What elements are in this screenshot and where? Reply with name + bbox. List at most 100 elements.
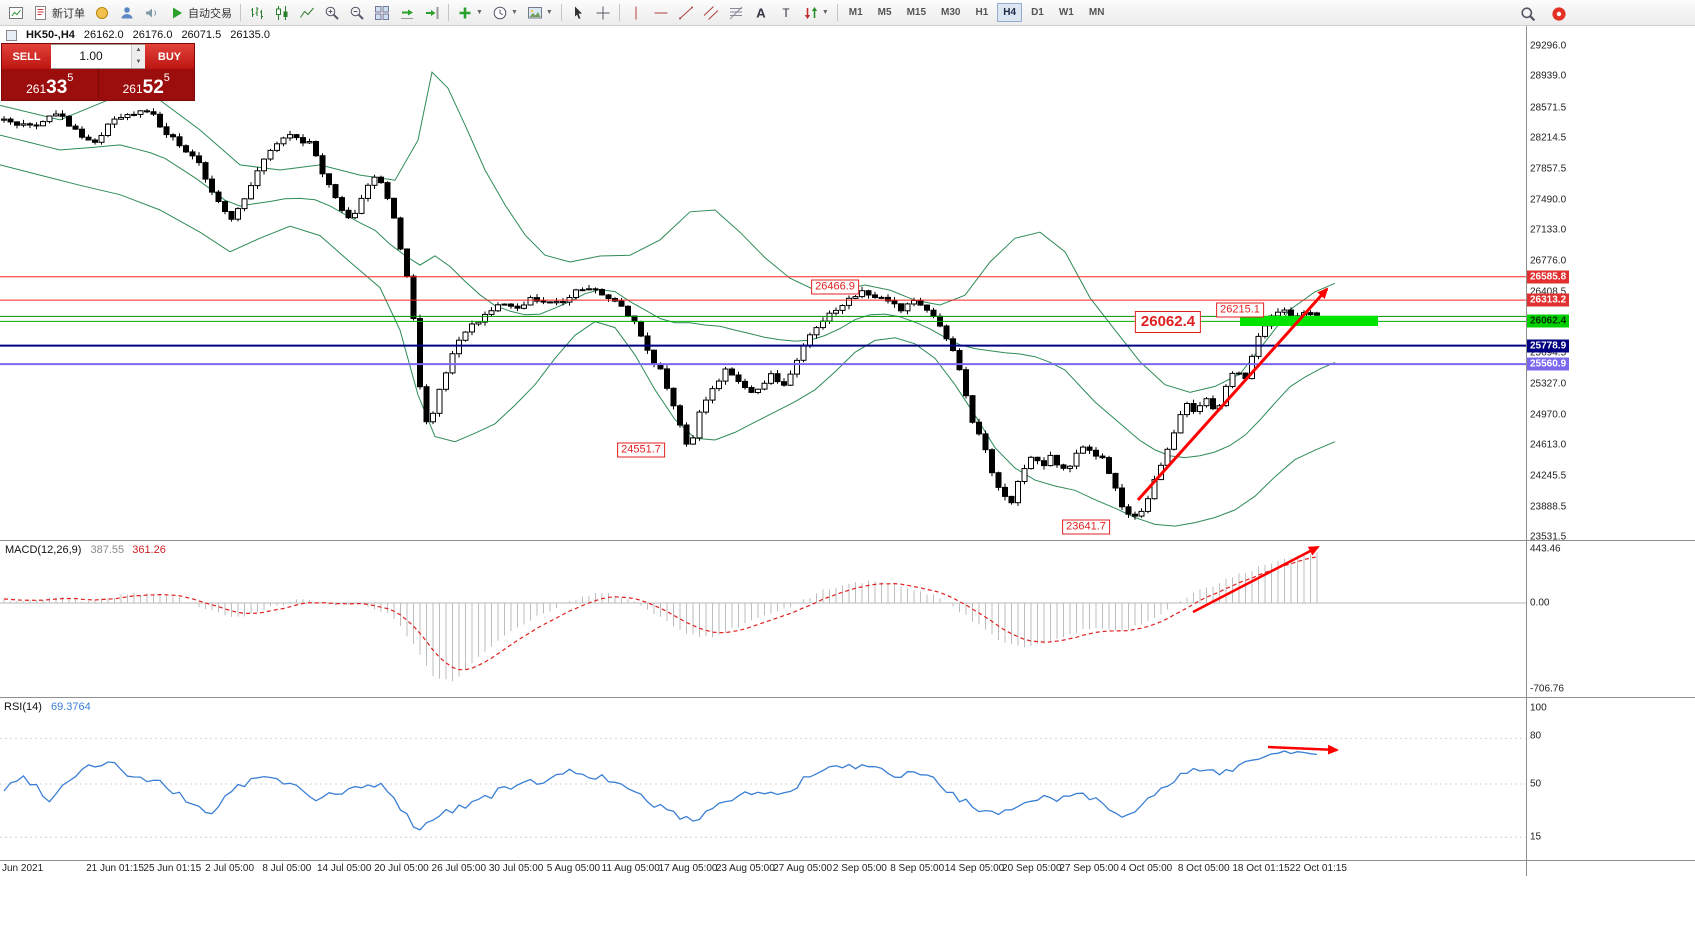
timeframe-h1[interactable]: H1 bbox=[975, 7, 989, 18]
sell-price[interactable]: 261 33 5 bbox=[26, 72, 74, 98]
autotrading-button[interactable]: 自动交易 bbox=[165, 1, 236, 25]
price-tick-label: 28214.5 bbox=[1530, 132, 1567, 144]
indicators-button[interactable]: ▼ bbox=[453, 1, 487, 25]
timeframe-m30[interactable]: M30 bbox=[941, 7, 961, 18]
periods-button[interactable]: ▼ bbox=[488, 1, 522, 25]
time-tick-label: 11 Aug 05:00 bbox=[601, 863, 660, 874]
chart-type-button[interactable] bbox=[4, 1, 28, 25]
timeframe-m1[interactable]: M1 bbox=[848, 7, 863, 18]
timeframe-mn[interactable]: MN bbox=[1088, 7, 1105, 18]
label-button[interactable]: T bbox=[774, 1, 798, 25]
price-callout-label[interactable]: 23641.7 bbox=[1062, 519, 1110, 535]
new-order-button-label: 新订单 bbox=[52, 7, 85, 20]
horizontal-line-button[interactable] bbox=[649, 1, 673, 25]
buy-price[interactable]: 261 52 5 bbox=[97, 69, 195, 100]
trendline-button[interactable] bbox=[674, 1, 698, 25]
person-icon bbox=[119, 5, 135, 21]
zoom-in-button[interactable] bbox=[320, 1, 344, 25]
autotrading-button-label: 自动交易 bbox=[188, 7, 232, 20]
trend-arrow-rsi[interactable] bbox=[1267, 744, 1339, 755]
bollinger-upper-line bbox=[0, 71, 1336, 393]
macd-title: MACD(12,26,9) bbox=[5, 544, 82, 556]
time-tick-label: 22 Oct 01:15 bbox=[1289, 863, 1347, 874]
support-highlight-zone[interactable] bbox=[1240, 315, 1378, 326]
panel-splitter[interactable] bbox=[0, 697, 1695, 698]
time-tick-label: 8 Jul 05:00 bbox=[262, 863, 312, 874]
search-button[interactable] bbox=[1516, 2, 1540, 26]
channel-button[interactable] bbox=[699, 1, 723, 25]
volume-increase-button[interactable]: ▲ bbox=[132, 45, 145, 57]
news-button[interactable] bbox=[140, 1, 164, 25]
cursor-button[interactable] bbox=[566, 1, 590, 25]
price-tick-label: 26408.5 bbox=[1530, 286, 1567, 298]
bollinger-lower-line bbox=[0, 164, 1336, 527]
speaker-icon bbox=[144, 5, 160, 21]
candle-chart-button[interactable] bbox=[270, 1, 294, 25]
new-order-button[interactable]: 新订单 bbox=[29, 1, 89, 25]
price-tick-label: 27490.0 bbox=[1530, 194, 1567, 206]
zoom-out-button[interactable] bbox=[345, 1, 369, 25]
sell-button[interactable]: SELL bbox=[2, 44, 51, 69]
time-tick-label: 23 Aug 05:00 bbox=[715, 863, 775, 874]
price-badge: 25778.9 bbox=[1527, 339, 1570, 353]
timeframe-m15[interactable]: M15 bbox=[906, 7, 927, 18]
templates-button[interactable]: ▼ bbox=[523, 1, 557, 25]
auto-scroll-button[interactable] bbox=[395, 1, 419, 25]
price-callout-label[interactable]: 26062.4 bbox=[1134, 311, 1202, 333]
expert-advisor-button[interactable] bbox=[90, 1, 114, 25]
plus-icon bbox=[457, 5, 473, 21]
timeframe-w1[interactable]: W1 bbox=[1058, 7, 1074, 18]
panel-splitter[interactable] bbox=[0, 540, 1695, 541]
chart-shift-button[interactable] bbox=[420, 1, 444, 25]
timeframe-d1[interactable]: D1 bbox=[1031, 7, 1044, 18]
time-tick-label: 30 Jul 05:00 bbox=[488, 863, 544, 874]
zoom-in-icon bbox=[324, 5, 340, 21]
toolbar-separator bbox=[560, 4, 562, 21]
line-chart-button[interactable] bbox=[295, 1, 319, 25]
timeframe-m5[interactable]: M5 bbox=[877, 7, 892, 18]
alerts-indicator[interactable] bbox=[1547, 2, 1571, 26]
buy-button[interactable]: BUY bbox=[145, 44, 194, 69]
price-badge: 26062.4 bbox=[1527, 314, 1570, 328]
trend-arrow-macd[interactable] bbox=[1192, 545, 1320, 614]
toolbar-separator bbox=[836, 4, 838, 21]
contacts-button[interactable] bbox=[115, 1, 139, 25]
time-tick-label: Jun 2021 bbox=[2, 863, 44, 874]
time-tick-label: 4 Oct 05:00 bbox=[1120, 863, 1173, 874]
volume-stepper[interactable]: 1.00 ▲ ▼ bbox=[51, 44, 145, 69]
dropdown-arrow-icon: ▼ bbox=[476, 9, 483, 16]
chart-symbol-icon bbox=[6, 29, 17, 41]
arrows-button[interactable]: ▼ bbox=[799, 1, 833, 25]
trend-arrow-main[interactable] bbox=[1136, 287, 1329, 502]
trendline-icon bbox=[678, 5, 694, 21]
label-icon: T bbox=[778, 5, 794, 21]
bar-chart-button[interactable] bbox=[245, 1, 269, 25]
price-callout-label[interactable]: 24551.7 bbox=[617, 442, 665, 458]
chart-shift-icon bbox=[424, 5, 440, 21]
text-button[interactable]: A bbox=[749, 1, 773, 25]
crosshair-button[interactable] bbox=[591, 1, 615, 25]
magnifier-icon bbox=[1520, 6, 1536, 22]
rsi-indicator-label: RSI(14) 69.3764 bbox=[4, 701, 91, 713]
fibonacci-button[interactable] bbox=[724, 1, 748, 25]
tile-windows-button[interactable] bbox=[370, 1, 394, 25]
volume-decrease-button[interactable]: ▼ bbox=[132, 56, 145, 68]
fibonacci-icon bbox=[728, 5, 744, 21]
macd-axis-label: 443.46 bbox=[1530, 543, 1561, 555]
toolbar-right-group bbox=[1516, 2, 1571, 26]
macd-panel bbox=[0, 552, 1526, 682]
macd-value: 387.55 bbox=[90, 544, 125, 556]
play-icon bbox=[169, 5, 185, 21]
vertical-line-button[interactable] bbox=[624, 1, 648, 25]
rsi-title: RSI(14) bbox=[4, 701, 42, 713]
crosshair-icon bbox=[595, 5, 611, 21]
time-tick-label: 2 Jul 05:00 bbox=[205, 863, 255, 874]
svg-text:A: A bbox=[756, 5, 766, 20]
price-callout-label[interactable]: 26215.1 bbox=[1216, 302, 1264, 318]
price-callout-label[interactable]: 26466.9 bbox=[811, 279, 859, 295]
time-tick-label: 20 Jul 05:00 bbox=[374, 863, 429, 874]
alert-icon bbox=[1551, 6, 1567, 22]
ohlc-open: 26162.0 bbox=[83, 29, 124, 41]
price-tick-label: 27133.0 bbox=[1530, 224, 1567, 236]
timeframe-h4[interactable]: H4 bbox=[997, 3, 1023, 22]
